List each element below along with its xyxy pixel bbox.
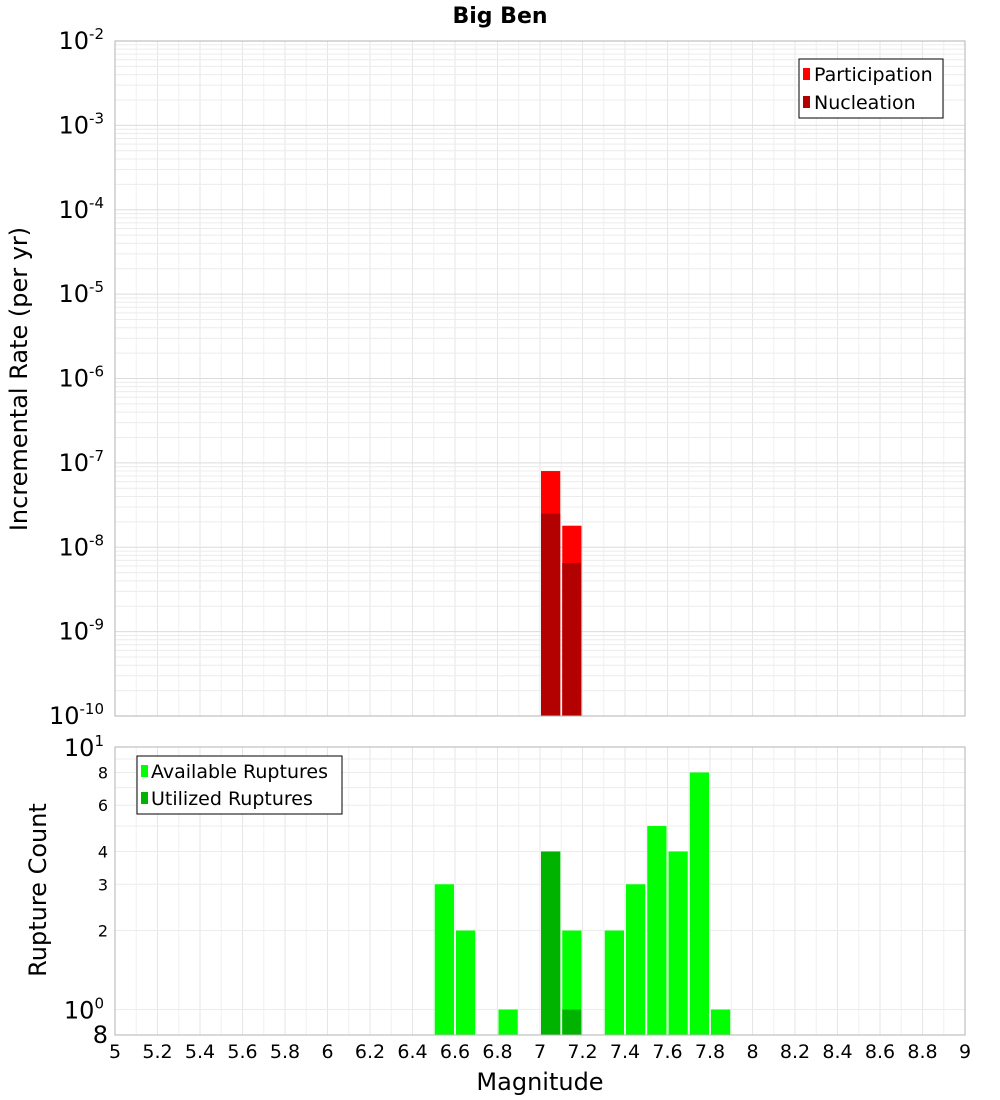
utilized-ruptures-bar: [562, 1009, 582, 1035]
x-tick-label: 6.4: [397, 1041, 427, 1063]
available-ruptures-bar: [689, 772, 709, 1035]
rate-y-tick-label: 10-6: [58, 363, 104, 393]
count-legend-label: Available Ruptures: [151, 761, 328, 783]
available-ruptures-bar: [498, 1009, 518, 1035]
x-tick-label: 5.4: [185, 1041, 215, 1063]
rate-y-tick-label: 10-7: [58, 447, 104, 477]
count-legend-label: Utilized Ruptures: [151, 788, 313, 810]
rate-y-tick-label: 10-2: [58, 25, 104, 55]
count-legend-swatch: [141, 792, 148, 804]
x-tick-label: 7.4: [610, 1041, 640, 1063]
nucleation-bar: [562, 563, 582, 716]
count-y-minor-tick-label: 6: [98, 796, 108, 815]
x-tick-label: 7.8: [695, 1041, 725, 1063]
x-tick-label: 6: [321, 1041, 333, 1063]
count-y-minor-tick-label: 4: [98, 842, 108, 861]
rate-legend: Participation Nucleation: [798, 58, 944, 119]
available-ruptures-bar: [711, 1009, 731, 1035]
rate-y-tick-label: 10-3: [58, 109, 104, 139]
count-y-major-tick-label: 100: [64, 995, 104, 1025]
rate-legend-label: Nucleation: [814, 92, 916, 114]
available-ruptures-bar: [434, 884, 454, 1035]
utilized-ruptures-series: [541, 851, 582, 1035]
available-ruptures-series: [434, 772, 731, 1035]
x-axis-ticks: 5 5.2 5.4 5.6 5.8 6 6.2 6.4 6.6 6.8 7 7.2 7.4 7.6 7.8 8…: [109, 1041, 971, 1063]
available-ruptures-bar: [604, 930, 624, 1035]
rate-y-tick-label: 10-5: [58, 278, 104, 308]
x-tick-label: 8.6: [865, 1041, 895, 1063]
count-plot-border: [114, 746, 966, 1036]
chart-title: Big Ben: [452, 4, 547, 29]
nucleation-bar: [541, 513, 561, 716]
x-tick-label: 6.8: [482, 1041, 512, 1063]
count-y-minor-tick-label: 8: [98, 763, 108, 782]
rate-plot-border: [114, 40, 966, 717]
count-y-minor-tick-label: 2: [98, 922, 108, 941]
available-ruptures-bar: [456, 930, 476, 1035]
x-tick-label: 5: [109, 1041, 121, 1063]
x-tick-label: 8.8: [907, 1041, 937, 1063]
available-ruptures-bar: [668, 851, 688, 1035]
x-tick-label: 6.6: [440, 1041, 470, 1063]
x-tick-label: 5.2: [142, 1041, 172, 1063]
count-legend-box: [136, 755, 343, 815]
rate-y-ticks: 10-10 10-9 10-8 10-7 10-6 10-5 10-4 10-3 10-2: [49, 25, 104, 730]
x-tick-label: 7: [534, 1041, 546, 1063]
available-ruptures-bar: [562, 930, 582, 1035]
x-tick-label: 5.6: [227, 1041, 257, 1063]
rate-panel: 10-10 10-9 10-8 10-7 10-6 10-5 10-4 10-3 10-2 Par…: [49, 25, 966, 730]
rate-gridlines: [115, 41, 965, 717]
count-legend: Available Ruptures Utilized Ruptures: [136, 755, 343, 815]
x-tick-label: 9: [959, 1041, 971, 1063]
nucleation-series: [541, 513, 582, 716]
rate-legend-box: [798, 58, 944, 119]
x-tick-label: 8.2: [780, 1041, 810, 1063]
x-tick-label: 6.2: [355, 1041, 385, 1063]
top-y-axis-label: Incremental Rate (per yr): [5, 227, 33, 531]
count-y-ticks: 100 101 2 3 4 6 8 8: [64, 732, 108, 1049]
utilized-ruptures-bar: [541, 851, 561, 1035]
x-tick-label: 5.8: [270, 1041, 300, 1063]
available-ruptures-bar: [626, 884, 646, 1035]
x-tick-label: 7.6: [652, 1041, 682, 1063]
x-tick-label: 8: [746, 1041, 758, 1063]
x-tick-label: 7.2: [567, 1041, 597, 1063]
count-y-minor-tick-label: 3: [98, 875, 108, 894]
rate-legend-label: Participation: [814, 64, 933, 86]
x-tick-label: 8.4: [822, 1041, 852, 1063]
count-y-major-tick-label: 101: [64, 732, 104, 762]
rate-legend-swatch: [803, 96, 810, 108]
rate-y-tick-label: 10-8: [58, 531, 104, 561]
bottom-y-axis-label: Rupture Count: [24, 803, 52, 977]
rate-y-tick-label: 10-4: [58, 194, 104, 224]
available-ruptures-bar: [647, 826, 667, 1035]
count-legend-swatch: [141, 765, 148, 777]
rate-y-tick-label: 10-9: [58, 616, 104, 646]
rate-legend-swatch: [803, 68, 810, 80]
x-axis-label: Magnitude: [476, 1068, 603, 1096]
count-y-bottom-tick-label: 8: [93, 1021, 108, 1049]
rate-y-tick-label: 10-10: [49, 700, 104, 730]
